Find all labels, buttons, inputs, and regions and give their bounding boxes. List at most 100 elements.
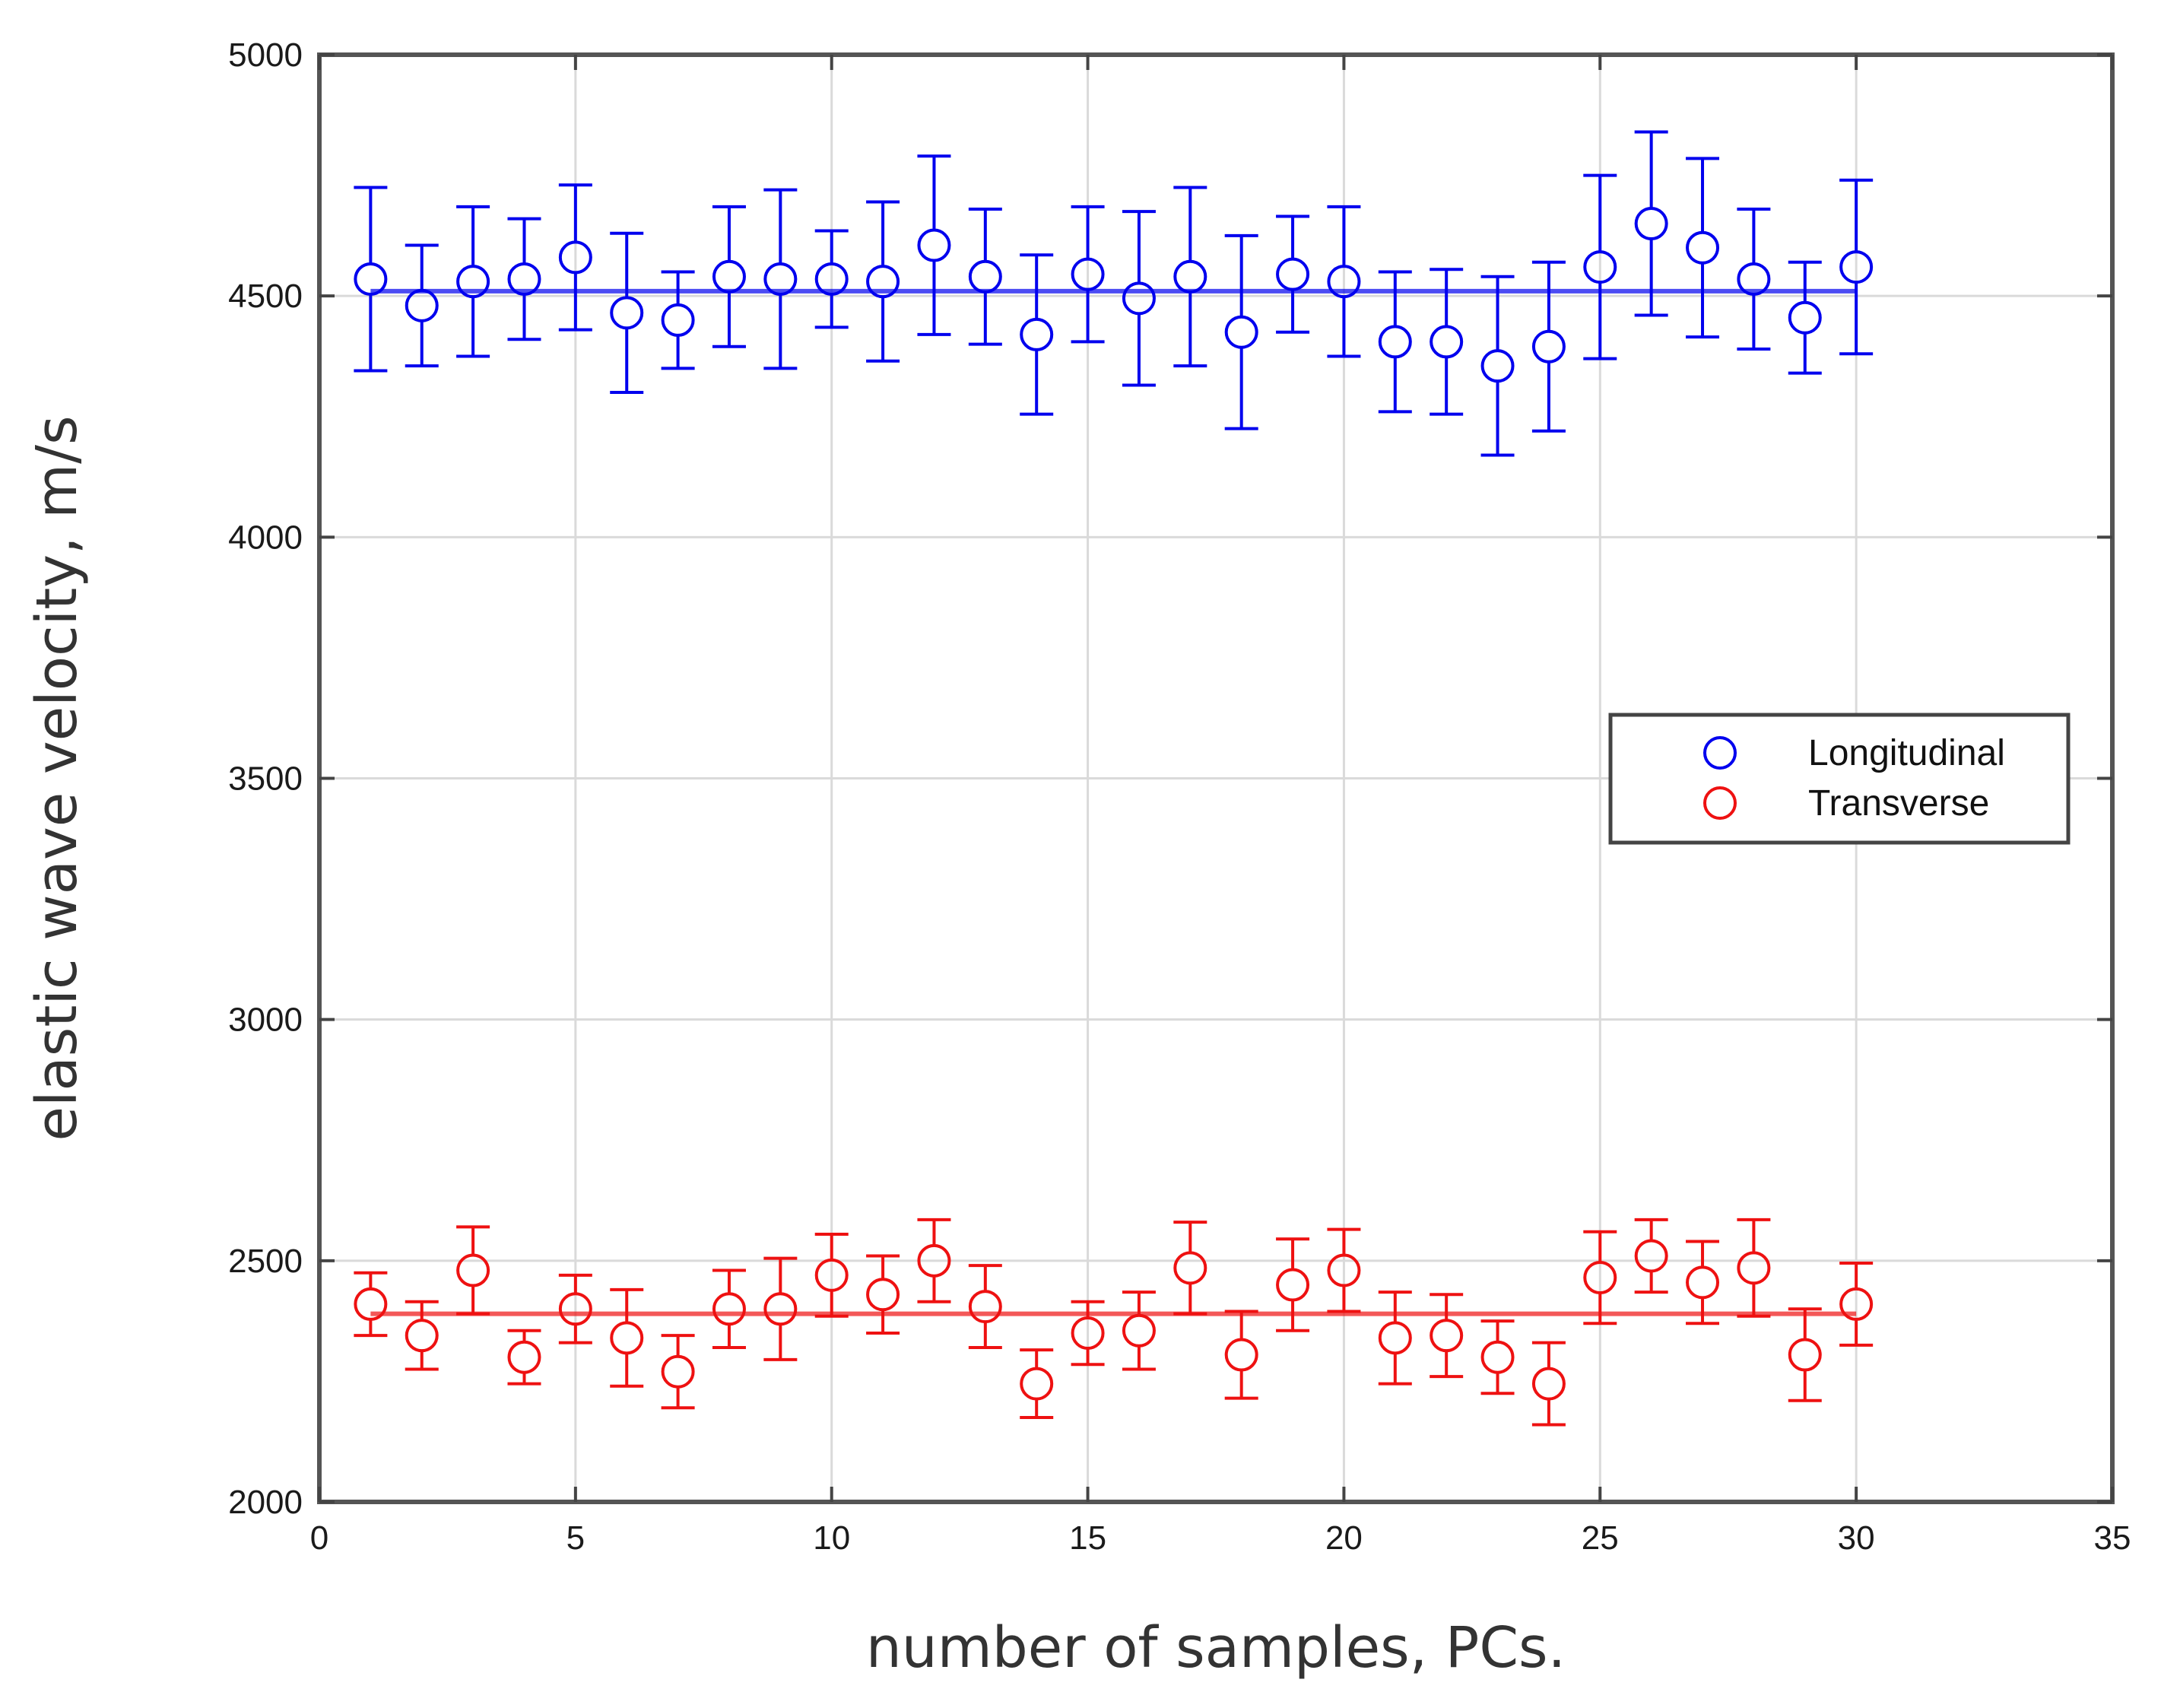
transverse-marker	[1430, 1319, 1464, 1353]
transverse-marker	[1173, 1251, 1207, 1285]
mean-lines	[370, 288, 1857, 1316]
longitudinal-marker	[1071, 257, 1105, 291]
transverse-point	[968, 1264, 1002, 1350]
longitudinal-marker	[968, 259, 1002, 294]
longitudinal-point	[456, 205, 490, 358]
longitudinal-point	[1430, 268, 1464, 416]
x-tick-label: 25	[1582, 1519, 1619, 1557]
transverse-point	[1839, 1262, 1874, 1347]
transverse-point	[1480, 1319, 1515, 1395]
y-tick-label: 3000	[228, 1002, 303, 1039]
longitudinal-point	[1737, 207, 1771, 351]
x-tick-label: 0	[310, 1519, 328, 1557]
axis-ticks	[318, 53, 2114, 1503]
longitudinal-marker	[763, 262, 798, 296]
transverse-marker	[1480, 1340, 1515, 1374]
longitudinal-marker	[1634, 207, 1668, 241]
longitudinal-point	[1686, 157, 1720, 339]
transverse-marker	[1788, 1338, 1822, 1372]
longitudinal-point	[354, 186, 388, 373]
x-tick-label: 20	[1325, 1519, 1363, 1557]
longitudinal-point	[712, 205, 746, 348]
x-tick-label: 35	[2094, 1519, 2131, 1557]
transverse-marker	[610, 1321, 644, 1355]
transverse-marker	[354, 1287, 388, 1321]
x-axis-title: number of samples, PCs.	[866, 1615, 1566, 1681]
longitudinal-marker	[1430, 325, 1464, 359]
transverse-point	[763, 1256, 798, 1361]
longitudinal-marker	[1839, 250, 1874, 284]
longitudinal-marker	[1480, 349, 1515, 383]
longitudinal-point	[1788, 260, 1822, 375]
transverse-marker	[507, 1340, 541, 1374]
transverse-marker	[1634, 1239, 1668, 1273]
y-tick-label: 5000	[228, 37, 303, 74]
longitudinal-point	[610, 231, 644, 395]
data-points	[354, 130, 1874, 1427]
longitudinal-point	[1071, 205, 1105, 344]
y-tick-label: 2000	[228, 1484, 303, 1521]
longitudinal-point	[661, 270, 695, 370]
transverse-point	[1020, 1348, 1054, 1419]
longitudinal-point	[1122, 210, 1156, 387]
transverse-marker	[1327, 1253, 1361, 1287]
transverse-point	[1686, 1240, 1720, 1325]
transverse-point	[1634, 1218, 1668, 1294]
longitudinal-marker	[1686, 230, 1720, 265]
transverse-marker	[1122, 1313, 1156, 1348]
transverse-point	[1173, 1221, 1207, 1316]
x-tick-label: 15	[1069, 1519, 1106, 1557]
transverse-point	[405, 1300, 439, 1371]
tick-labels: 0 5 10 15 20 25 30 35 2000 2500 3000 3500 4000 4500 50…	[228, 37, 2131, 1557]
transverse-marker	[712, 1292, 746, 1326]
y-tick-label: 2500	[228, 1243, 303, 1280]
transverse-point	[507, 1329, 541, 1386]
longitudinal-marker	[610, 296, 644, 330]
x-tick-label: 5	[566, 1519, 585, 1557]
transverse-marker	[1378, 1321, 1412, 1355]
longitudinal-point	[1480, 275, 1515, 457]
longitudinal-marker	[354, 262, 388, 296]
transverse-marker	[763, 1292, 798, 1326]
transverse-point	[712, 1268, 746, 1350]
longitudinal-marker	[866, 265, 900, 299]
longitudinal-marker	[814, 262, 849, 296]
x-tick-label: 10	[813, 1519, 850, 1557]
transverse-point	[917, 1218, 951, 1303]
transverse-marker	[1020, 1367, 1054, 1401]
transverse-point	[866, 1254, 900, 1335]
y-tick-label: 4000	[228, 519, 303, 556]
longitudinal-point	[1839, 178, 1874, 356]
transverse-marker	[405, 1319, 439, 1353]
transverse-marker	[917, 1243, 951, 1278]
longitudinal-marker	[1327, 265, 1361, 299]
transverse-point	[1378, 1291, 1412, 1386]
x-tick-label: 30	[1838, 1519, 1875, 1557]
transverse-point	[1737, 1218, 1771, 1318]
transverse-point	[1276, 1237, 1310, 1332]
legend-label-longitudinal: Longitudinal	[1808, 733, 2005, 773]
transverse-marker	[866, 1278, 900, 1312]
transverse-point	[1327, 1227, 1361, 1313]
transverse-point	[1122, 1291, 1156, 1371]
longitudinal-marker	[661, 303, 695, 337]
transverse-marker	[968, 1290, 1002, 1324]
longitudinal-marker	[712, 259, 746, 294]
longitudinal-point	[1583, 173, 1617, 360]
transverse-point	[610, 1287, 644, 1388]
transverse-marker	[1686, 1265, 1720, 1300]
longitudinal-point	[866, 200, 900, 363]
longitudinal-point	[1224, 233, 1258, 430]
transverse-marker	[1839, 1287, 1874, 1321]
transverse-point	[1071, 1300, 1105, 1367]
longitudinal-point	[558, 183, 592, 332]
transverse-point	[558, 1273, 592, 1344]
longitudinal-marker	[1531, 329, 1566, 364]
transverse-marker	[456, 1253, 490, 1287]
transverse-point	[354, 1271, 388, 1338]
longitudinal-marker	[507, 262, 541, 296]
longitudinal-point	[1276, 214, 1310, 334]
longitudinal-marker	[1583, 250, 1617, 284]
longitudinal-point	[1531, 260, 1566, 433]
